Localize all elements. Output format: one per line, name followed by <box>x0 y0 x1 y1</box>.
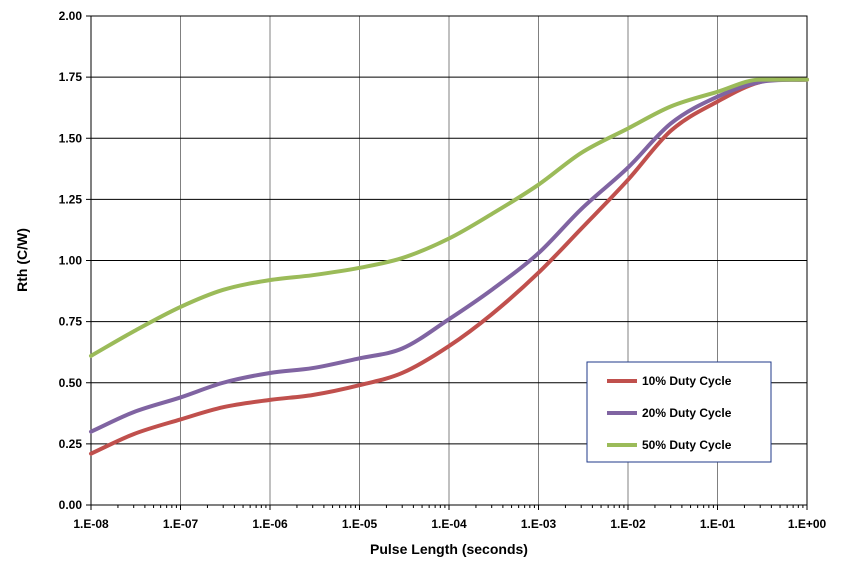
x-tick-label: 1.E-03 <box>521 517 557 531</box>
grid-lines <box>91 16 807 505</box>
x-tick-label: 1.E-01 <box>700 517 736 531</box>
x-tick-label: 1.E-06 <box>252 517 288 531</box>
y-axis-title: Rth (C/W) <box>14 228 30 292</box>
legend-label: 10% Duty Cycle <box>642 374 732 388</box>
y-tick-label: 0.25 <box>59 437 83 451</box>
y-tick-label: 1.00 <box>59 254 83 268</box>
x-tick-label: 1.E-05 <box>342 517 378 531</box>
x-tick-label: 1.E+00 <box>788 517 827 531</box>
y-tick-label: 1.50 <box>59 131 83 145</box>
x-tick-label: 1.E-04 <box>431 517 467 531</box>
y-tick-label: 1.75 <box>59 70 83 84</box>
y-tick-label: 0.00 <box>59 498 83 512</box>
y-tick-label: 0.50 <box>59 376 83 390</box>
series-line-2 <box>89 77 809 434</box>
y-tick-label: 2.00 <box>59 9 83 23</box>
axis-ticks <box>86 15 808 510</box>
x-tick-label: 1.E-08 <box>73 517 109 531</box>
x-axis-title: Pulse Length (seconds) <box>370 541 528 557</box>
y-axis-tick-labels: 0.00 0.25 0.50 0.75 1.00 1.25 1.50 1.75 2.00 <box>59 9 83 512</box>
x-axis-tick-labels: 1.E-08 1.E-07 1.E-06 1.E-05 1.E-04 1.E-03 1.E-… <box>73 517 826 531</box>
series-line-1 <box>89 77 809 456</box>
y-tick-label: 0.75 <box>59 315 83 329</box>
legend-label: 50% Duty Cycle <box>642 438 732 452</box>
series-line-3 <box>89 77 809 358</box>
y-tick-label: 1.25 <box>59 192 83 206</box>
legend: 10% Duty Cycle 20% Duty Cycle 50% Duty Cyc… <box>586 361 772 463</box>
x-tick-label: 1.E-07 <box>163 517 199 531</box>
legend-label: 20% Duty Cycle <box>642 406 732 420</box>
x-tick-label: 1.E-02 <box>610 517 646 531</box>
series-lines <box>89 77 809 456</box>
